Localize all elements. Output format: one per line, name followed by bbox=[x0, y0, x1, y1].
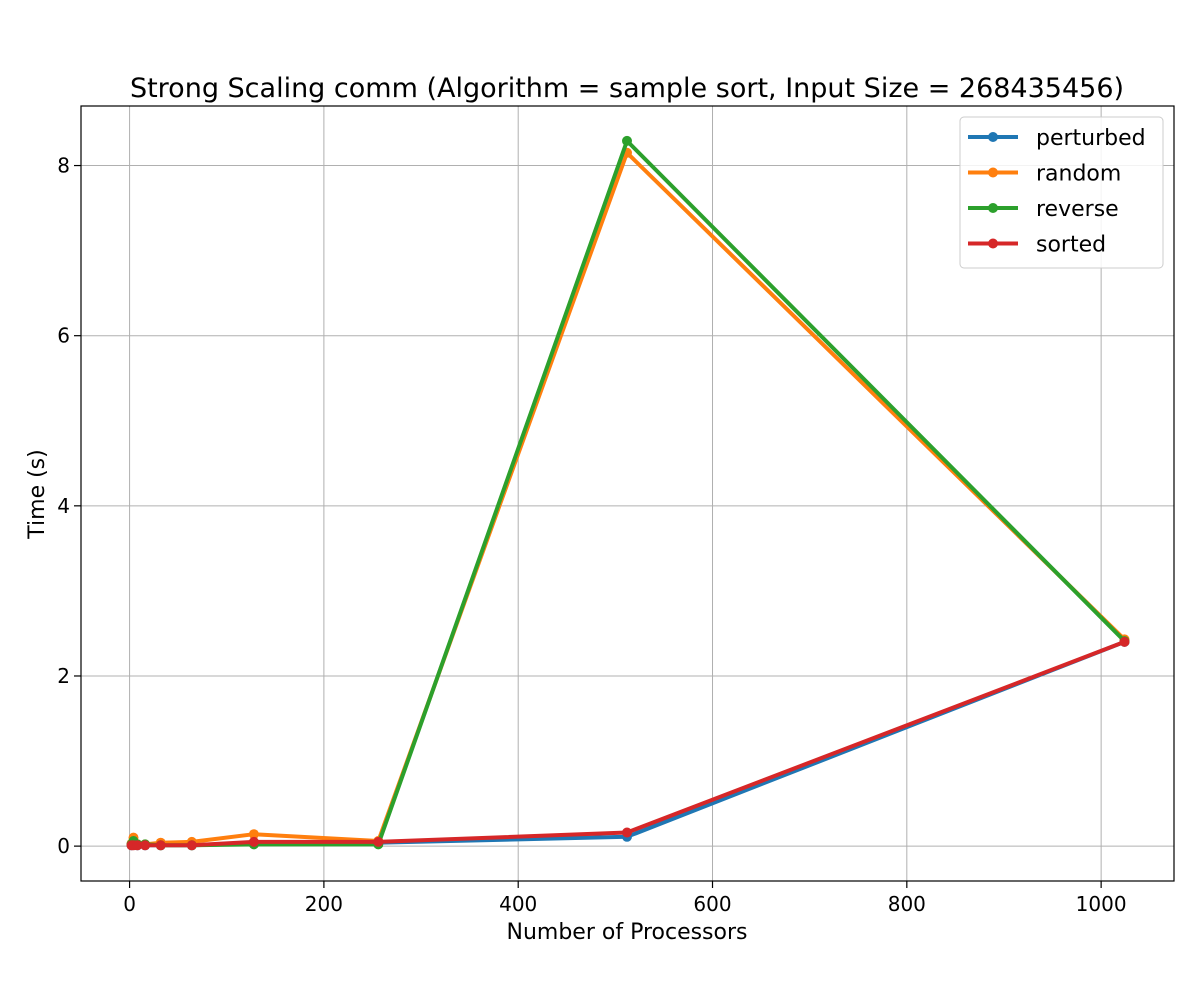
legend-swatch-marker bbox=[988, 132, 998, 142]
legend-swatch-marker bbox=[988, 203, 998, 213]
x-tick-label: 800 bbox=[888, 892, 926, 916]
legend-label: random bbox=[1036, 162, 1121, 187]
legend-label: reverse bbox=[1036, 197, 1119, 222]
legend-item-random: random bbox=[968, 162, 1121, 187]
legend: perturbed random reverse sorted bbox=[959, 116, 1164, 269]
legend-box bbox=[959, 116, 1164, 269]
legend-item-sorted: sorted bbox=[968, 233, 1106, 258]
x-axis-label: Number of Processors bbox=[507, 920, 748, 945]
data-point-sorted bbox=[1119, 636, 1130, 647]
plot-area-frame bbox=[80, 105, 1175, 882]
x-tick-label: 400 bbox=[499, 892, 537, 916]
series-line-sorted bbox=[129, 639, 1127, 848]
legend-label: perturbed bbox=[1036, 126, 1146, 151]
series-perturbed bbox=[126, 636, 1130, 851]
data-point-sorted bbox=[373, 836, 384, 847]
legend-swatch-marker bbox=[988, 167, 998, 178]
data-point-sorted bbox=[155, 840, 166, 851]
y-tick-label: 0 bbox=[57, 834, 70, 858]
ticks: 0 200 400 600 800 1000 0 2 4 6 8 bbox=[57, 154, 1126, 916]
y-tick-label: 2 bbox=[57, 664, 70, 688]
data-point-sorted bbox=[186, 840, 197, 851]
y-tick-label: 6 bbox=[57, 324, 70, 348]
data-point-sorted bbox=[140, 840, 151, 851]
data-point-sorted bbox=[622, 827, 632, 838]
legend-swatch-marker bbox=[988, 238, 998, 249]
y-axis-label: Time (s) bbox=[25, 449, 50, 539]
series-sorted bbox=[126, 636, 1130, 851]
series-layer bbox=[126, 135, 1130, 851]
chart-title: Strong Scaling comm (Algorithm = sample … bbox=[130, 73, 1124, 104]
x-tick-label: 200 bbox=[305, 892, 343, 916]
legend-item-perturbed: perturbed bbox=[968, 126, 1146, 151]
x-tick-label: 600 bbox=[693, 892, 731, 916]
series-line-perturbed bbox=[129, 639, 1127, 848]
data-point-sorted bbox=[248, 836, 259, 847]
data-point-sorted bbox=[132, 840, 143, 851]
data-point-random bbox=[248, 829, 259, 840]
y-tick-label: 8 bbox=[57, 154, 70, 178]
legend-item-reverse: reverse bbox=[968, 197, 1119, 222]
x-tick-label: 0 bbox=[123, 892, 136, 916]
legend-label: sorted bbox=[1036, 233, 1106, 258]
y-tick-label: 4 bbox=[57, 494, 70, 518]
data-point-reverse bbox=[622, 135, 632, 146]
x-tick-label: 1000 bbox=[1076, 892, 1127, 916]
